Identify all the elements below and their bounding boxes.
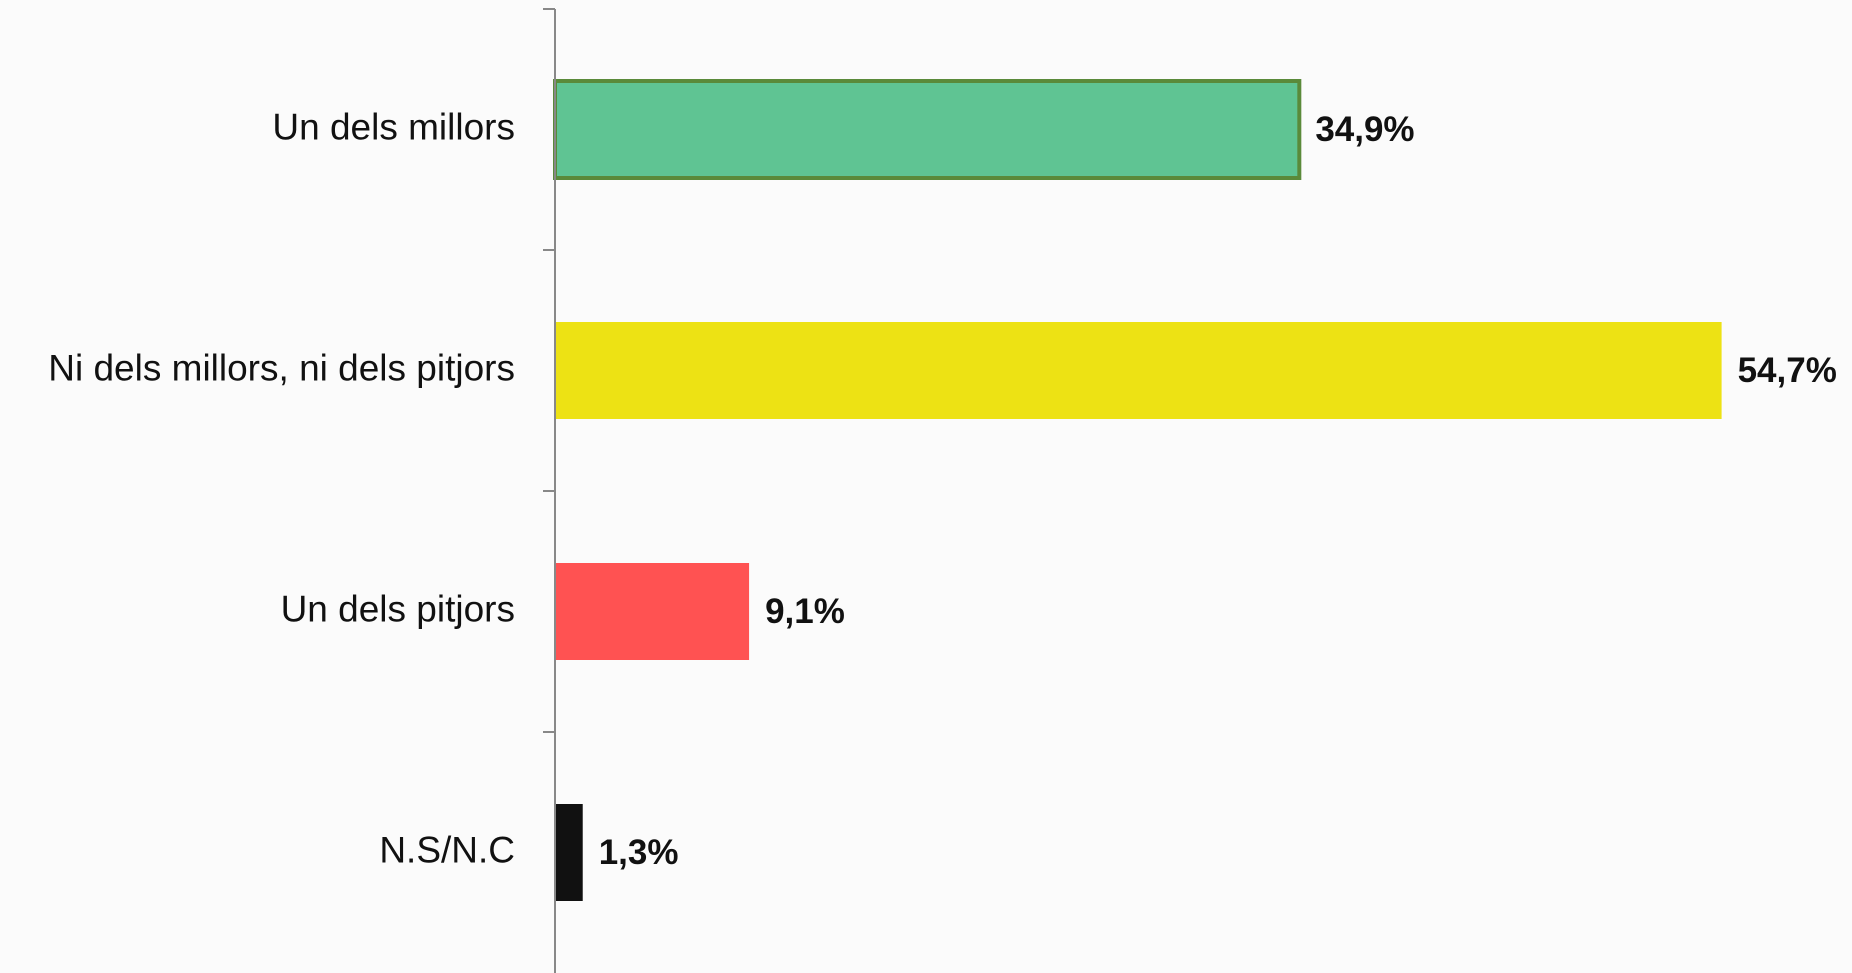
bar	[555, 563, 750, 660]
category-label: Ni dels millors, ni dels pitjors	[48, 347, 515, 388]
category-label: N.S/N.C	[379, 829, 515, 870]
category-label: Un dels millors	[272, 106, 515, 147]
value-label: 54,7%	[1738, 351, 1837, 390]
value-label: 1,3%	[599, 833, 679, 872]
value-label: 9,1%	[765, 592, 845, 631]
category-label: Un dels pitjors	[281, 588, 515, 629]
bar	[555, 804, 583, 901]
bar	[555, 322, 1722, 419]
bar	[553, 79, 1302, 180]
value-label: 34,9%	[1315, 110, 1414, 149]
